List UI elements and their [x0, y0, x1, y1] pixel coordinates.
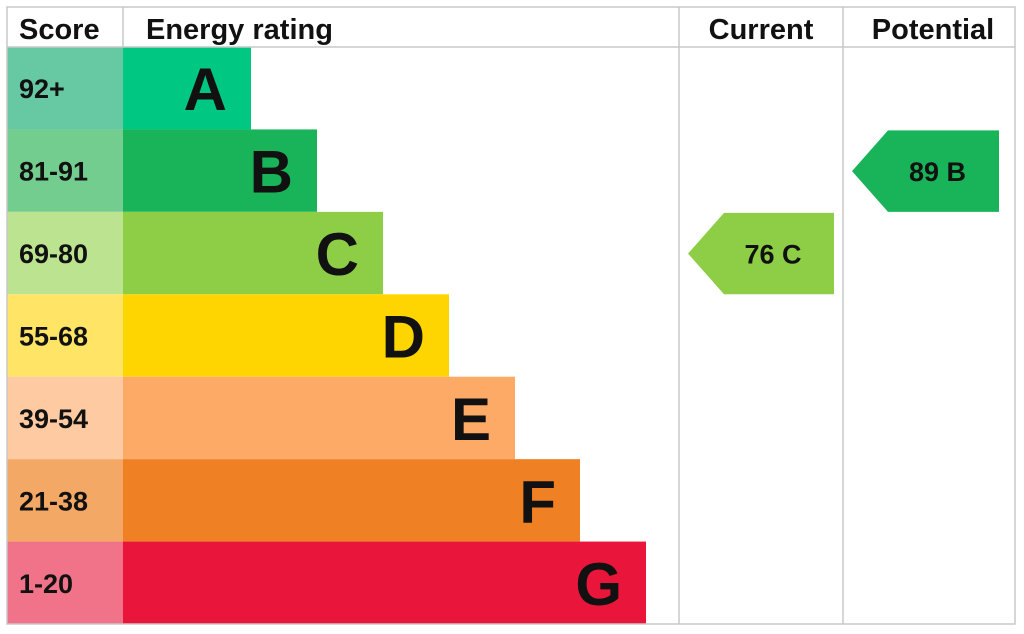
header-potential: Potential — [872, 14, 994, 46]
rating-bar-F — [123, 459, 580, 542]
score-cell-F — [7, 459, 123, 542]
chart-border — [6, 6, 1016, 625]
rating-bar-B — [123, 129, 317, 212]
score-cell-D — [7, 294, 123, 377]
header-score: Score — [19, 14, 100, 46]
potential-rating-label: 89 B — [909, 157, 966, 187]
score-cell-C — [7, 211, 123, 295]
potential-rating-arrow — [852, 130, 999, 212]
current-rating-label: 76 C — [744, 240, 801, 270]
rating-bar-G — [123, 541, 646, 624]
score-range-A: 92+ — [19, 74, 65, 104]
rating-bar-E — [123, 376, 515, 460]
score-cell-E — [7, 376, 123, 460]
rating-letter-F: F — [519, 468, 556, 535]
rating-letter-A: A — [184, 56, 227, 123]
rating-letter-C: C — [316, 221, 359, 288]
score-range-E: 39-54 — [19, 404, 88, 434]
score-range-C: 69-80 — [19, 239, 88, 269]
rating-bar-C — [123, 211, 383, 295]
rating-letter-D: D — [382, 304, 425, 371]
rating-letter-B: B — [250, 139, 293, 206]
score-cell-A — [7, 47, 123, 130]
score-range-D: 55-68 — [19, 322, 88, 352]
rating-letter-E: E — [451, 386, 491, 453]
rating-bar-D — [123, 294, 449, 377]
score-cell-B — [7, 129, 123, 212]
header-current: Current — [709, 14, 814, 46]
score-cell-G — [7, 541, 123, 624]
score-range-F: 21-38 — [19, 486, 88, 516]
score-range-G: 1-20 — [19, 569, 73, 599]
current-rating-arrow — [688, 212, 834, 295]
header-energy-rating: Energy rating — [146, 14, 333, 46]
rating-letter-G: G — [575, 551, 622, 618]
rating-bar-A — [123, 47, 251, 130]
score-range-B: 81-91 — [19, 157, 88, 187]
